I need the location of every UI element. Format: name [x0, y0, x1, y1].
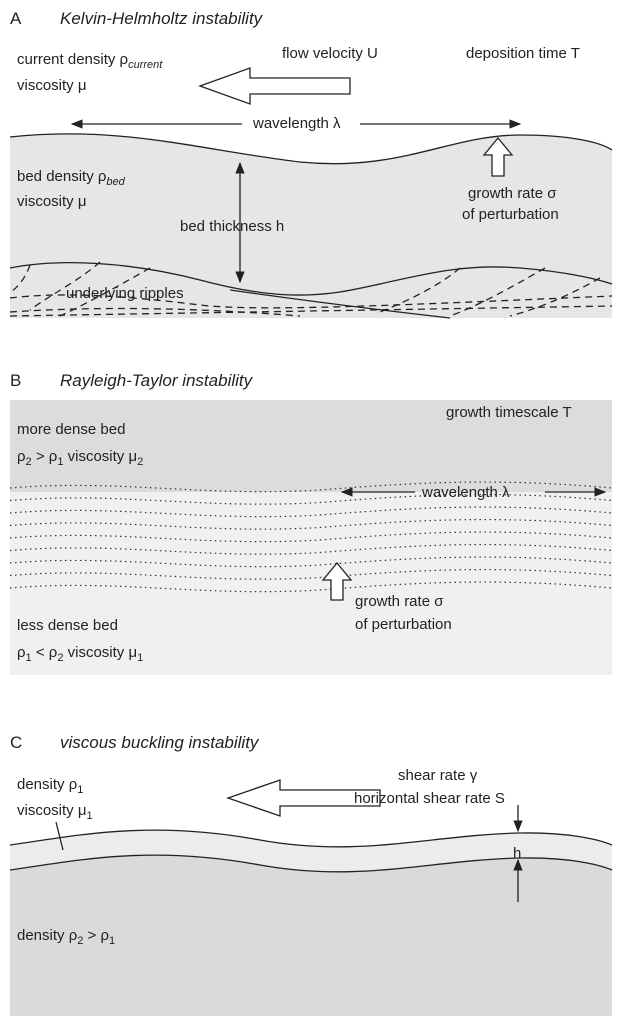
- label: of perturbation: [462, 206, 559, 223]
- flow-arrow: [198, 67, 351, 105]
- layer-bottom: [9, 854, 613, 873]
- subscript: bed: [106, 176, 125, 188]
- dotted-line: [9, 543, 613, 555]
- label-part: viscosity μ: [63, 448, 137, 465]
- dotted-line: [9, 581, 613, 593]
- dotted-line: [9, 481, 613, 493]
- subscript: 1: [87, 810, 93, 822]
- label: horizontal shear rate S: [354, 790, 505, 807]
- panel-title: viscous buckling instability: [60, 733, 260, 752]
- ripple-line: [229, 289, 451, 319]
- label: more dense bed: [17, 421, 125, 438]
- label: density ρ1: [17, 776, 83, 796]
- dotted-line: [9, 493, 613, 505]
- panel-label: B: [10, 371, 21, 390]
- dotted-line: [9, 518, 613, 530]
- label-part: h: [513, 845, 521, 862]
- label-part: less dense bed: [17, 617, 118, 634]
- label-part: underlying ripples: [66, 285, 184, 302]
- label-part: viscosity μ: [63, 644, 137, 661]
- ripples: [9, 261, 613, 317]
- label: viscosity μ: [17, 77, 87, 94]
- label: growth rate σ: [468, 185, 557, 202]
- label-part: growth rate σ: [468, 185, 557, 202]
- label-part: bed density ρ: [17, 168, 106, 185]
- label-part: > ρ: [32, 448, 58, 465]
- subscript: 2: [77, 935, 83, 947]
- label: viscosity μ: [17, 193, 87, 210]
- label-part: bed thickness h: [180, 218, 284, 235]
- label-part: > ρ: [83, 927, 109, 944]
- label-part: density ρ: [17, 927, 77, 944]
- label-part: viscosity μ: [17, 193, 87, 210]
- label: wavelength λ: [421, 484, 510, 501]
- label-part: growth timescale T: [446, 404, 572, 421]
- label: ρ1 < ρ2 viscosity μ1: [17, 644, 143, 664]
- label-part: wavelength λ: [252, 115, 341, 132]
- label: growth rate σ: [355, 593, 444, 610]
- label: of perturbation: [355, 616, 452, 633]
- panel-title: Rayleigh-Taylor instability: [60, 371, 254, 390]
- layer-top: [9, 829, 613, 848]
- growth-arrow: [482, 136, 514, 177]
- growth-arrow: [321, 561, 353, 601]
- label-part: deposition time T: [466, 45, 580, 62]
- lower-layer: [10, 855, 612, 1016]
- label-part: wavelength λ: [421, 484, 510, 501]
- label: viscosity μ1: [17, 802, 93, 822]
- label-part: shear rate γ: [398, 767, 478, 784]
- subscript: 1: [26, 652, 32, 664]
- bed-fill: [10, 133, 612, 318]
- label-part: flow velocity U: [282, 45, 378, 62]
- label: bed density ρbed: [17, 168, 126, 188]
- dotted-line: [9, 556, 613, 568]
- pointer: [55, 821, 64, 851]
- bed-base: [9, 261, 613, 296]
- label: bed thickness h: [180, 218, 284, 235]
- bed-surface: [9, 133, 613, 165]
- label-part: < ρ: [32, 644, 58, 661]
- label-part: more dense bed: [17, 421, 125, 438]
- label: deposition time T: [466, 45, 580, 62]
- label: wavelength λ: [252, 115, 341, 132]
- label-part: ρ: [17, 448, 26, 465]
- subscript: 1: [57, 456, 63, 468]
- label-part: viscosity μ: [17, 77, 87, 94]
- label: growth timescale T: [446, 404, 572, 421]
- label: underlying ripples: [66, 285, 184, 302]
- label-part: current density ρ: [17, 51, 128, 68]
- label: h: [513, 845, 521, 862]
- subscript: 2: [137, 456, 143, 468]
- label-part: viscosity μ: [17, 802, 87, 819]
- dotted-layer: [9, 481, 613, 593]
- label-part: ρ: [17, 644, 26, 661]
- label: flow velocity U: [282, 45, 378, 62]
- panel-title: Kelvin-Helmholtz instability: [60, 9, 264, 28]
- label-part: horizontal shear rate S: [354, 790, 505, 807]
- dotted-line: [9, 531, 613, 543]
- label: less dense bed: [17, 617, 118, 634]
- subscript: 1: [109, 935, 115, 947]
- label: ρ2 > ρ1 viscosity μ2: [17, 448, 143, 468]
- subscript: 1: [137, 652, 143, 664]
- shear-arrow: [226, 779, 381, 817]
- subscript: 1: [77, 784, 83, 796]
- dotted-line: [9, 568, 613, 580]
- label-part: growth rate σ: [355, 593, 444, 610]
- label: shear rate γ: [398, 767, 478, 784]
- panel-label: C: [10, 733, 22, 752]
- label-part: of perturbation: [355, 616, 452, 633]
- panel-label: A: [10, 9, 22, 28]
- label-part: of perturbation: [462, 206, 559, 223]
- subscript: 2: [57, 652, 63, 664]
- label: current density ρcurrent: [17, 51, 163, 71]
- dense-layer: [10, 400, 612, 492]
- dotted-line: [9, 506, 613, 518]
- label: density ρ2 > ρ1: [17, 927, 115, 947]
- subscript: current: [128, 59, 163, 71]
- label-part: density ρ: [17, 776, 77, 793]
- subscript: 2: [26, 456, 32, 468]
